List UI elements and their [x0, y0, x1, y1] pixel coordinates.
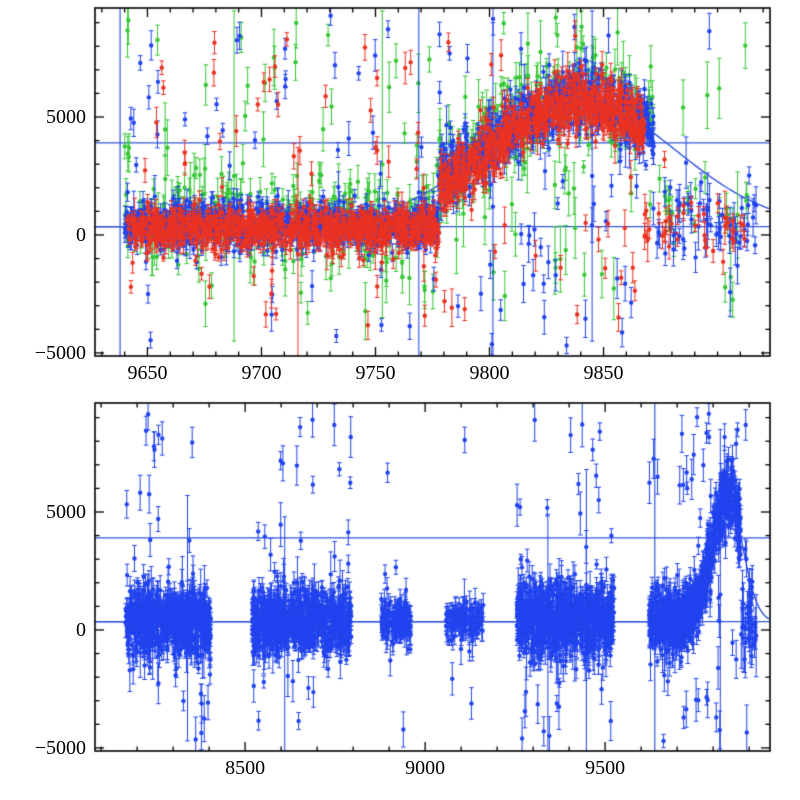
x-tick-label: 9500	[585, 757, 626, 779]
x-tick-label: 8500	[225, 757, 266, 779]
y-tick-label: 0	[76, 223, 86, 246]
y-tick-label: −5000	[34, 341, 86, 364]
y-tick-label: 5000	[46, 106, 86, 128]
x-tick-label: 9800	[469, 362, 510, 384]
y-tick-label: 0	[76, 618, 86, 641]
y-tick-label: −5000	[34, 736, 86, 759]
x-tick-label: 9750	[355, 362, 396, 384]
x-tick-label: 9000	[405, 757, 446, 779]
y-tick-label: 5000	[46, 501, 86, 523]
x-tick-label: 9700	[241, 362, 282, 384]
x-tick-label: 9850	[583, 362, 624, 384]
x-tick-label: 9650	[127, 362, 168, 384]
